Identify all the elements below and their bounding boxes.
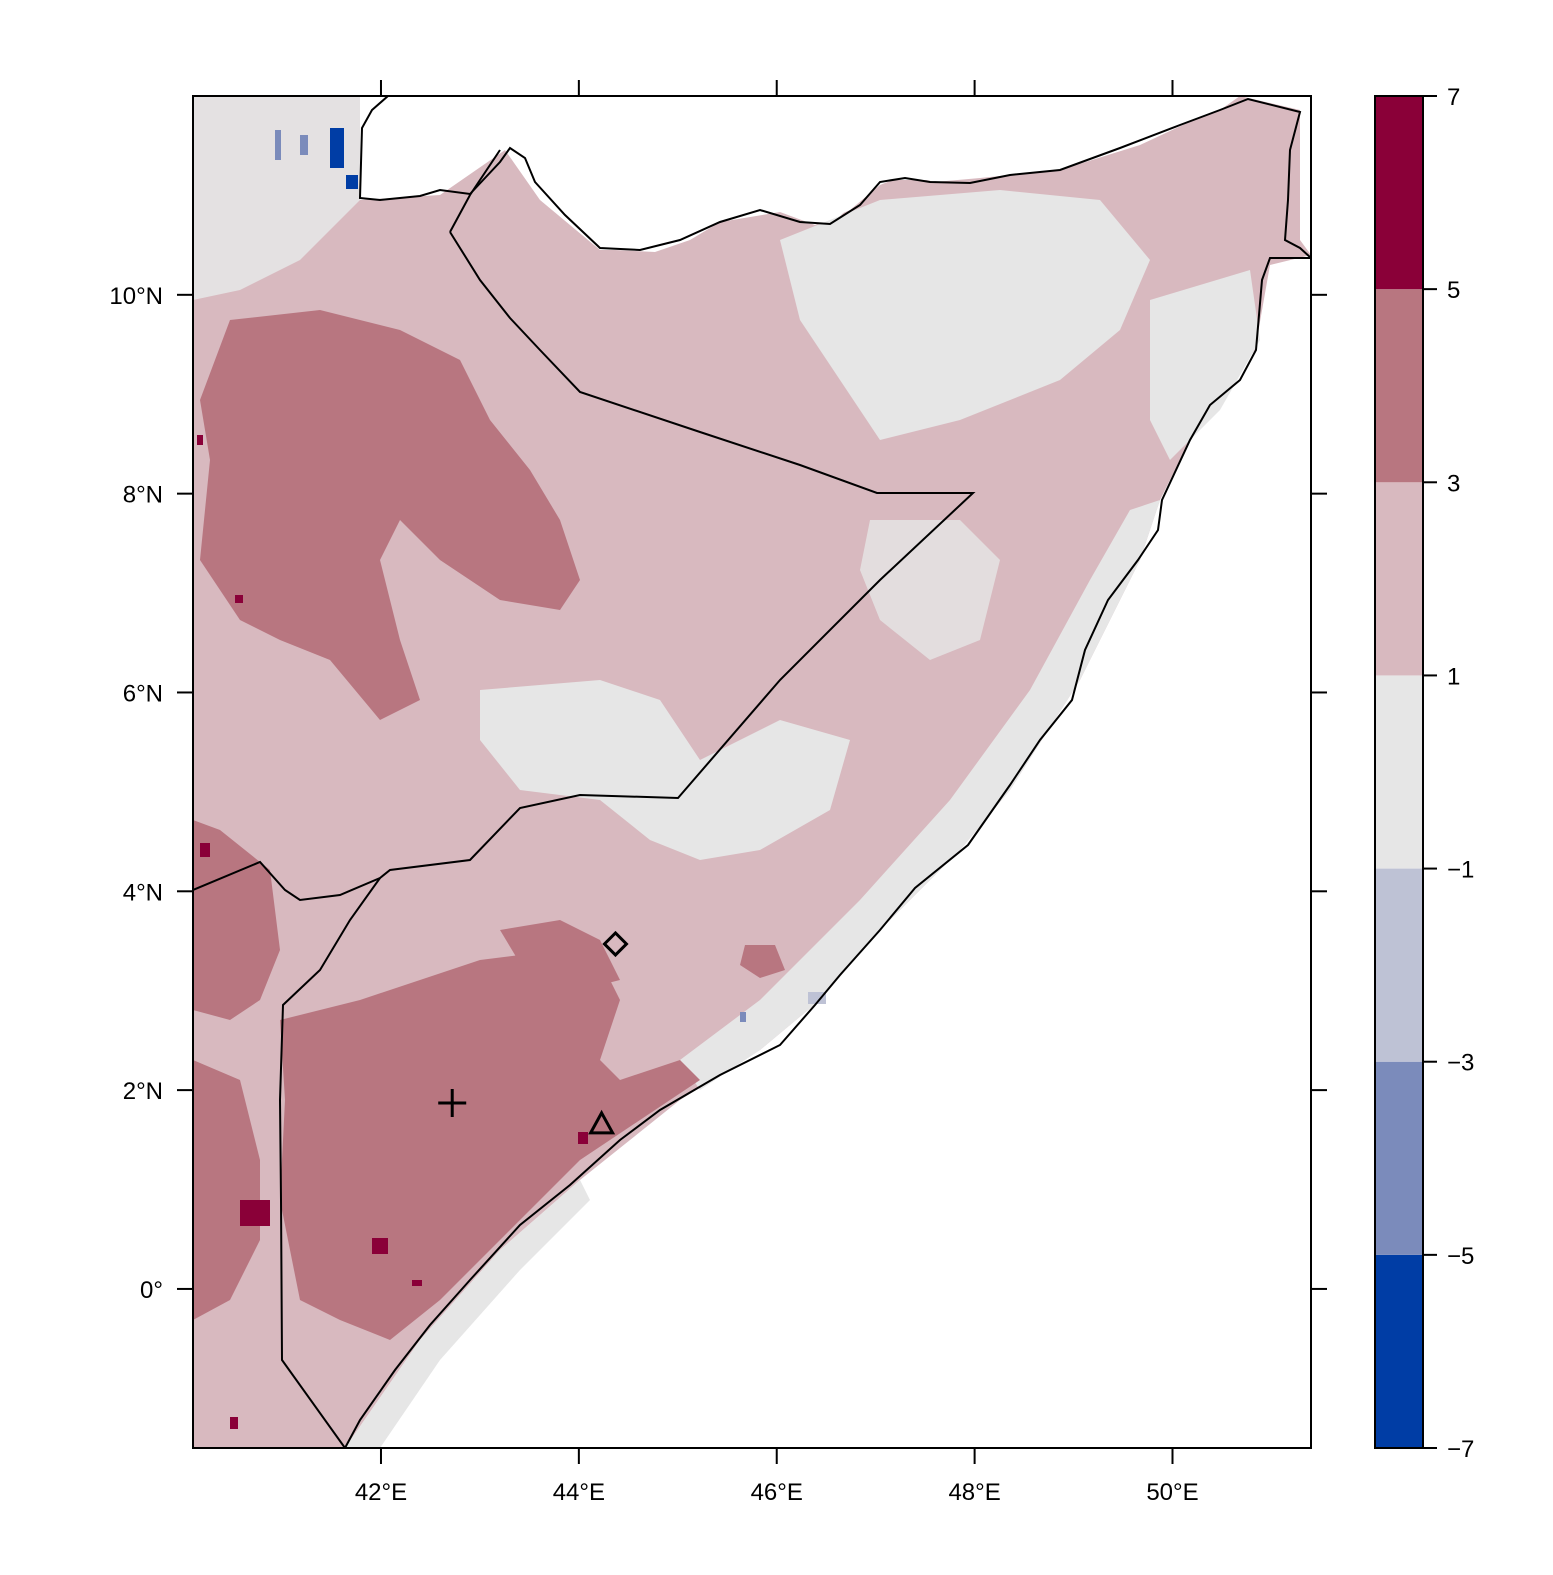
zone-high bbox=[193, 310, 785, 1340]
map-frame bbox=[192, 95, 1312, 1449]
colorbar-label: 1 bbox=[1447, 663, 1460, 690]
colorbar-segment bbox=[1375, 289, 1423, 483]
triangle-marker bbox=[588, 1109, 616, 1135]
colorbar-segment bbox=[1375, 96, 1423, 290]
colorbar-segment bbox=[1375, 1254, 1423, 1448]
colorbar-segment bbox=[1375, 1061, 1423, 1255]
plus-marker bbox=[438, 1089, 467, 1118]
point-markers bbox=[438, 930, 629, 1135]
y-tick-label: 2°N bbox=[123, 1078, 163, 1105]
gulf-of-aden bbox=[475, 96, 1235, 252]
colorbar-segment bbox=[1375, 675, 1423, 869]
x-tick-label: 44°E bbox=[553, 1479, 605, 1506]
diamond-marker bbox=[602, 930, 629, 958]
x-axis: 42°E 44°E 46°E 48°E 50°E bbox=[355, 80, 1199, 1506]
map-panel bbox=[193, 96, 1311, 1448]
country-borders bbox=[193, 96, 1311, 1448]
colorbar: −7 −5 −3 −1 1 3 5 7 bbox=[1374, 84, 1474, 1463]
colorbar-segment bbox=[1375, 868, 1423, 1062]
y-tick-label: 6°N bbox=[123, 680, 163, 707]
x-tick-label: 50°E bbox=[1146, 1479, 1198, 1506]
colorbar-label: −1 bbox=[1447, 857, 1474, 884]
zone-negative bbox=[275, 128, 826, 1022]
colorbar-frame bbox=[1374, 95, 1424, 1449]
y-axis: 10°N 8°N 6°N 4°N 2°N 0° bbox=[109, 283, 1327, 1304]
colorbar-label: 3 bbox=[1447, 470, 1460, 497]
y-tick-label: 10°N bbox=[109, 283, 163, 310]
zone-very-high bbox=[197, 435, 588, 1429]
x-tick-label: 42°E bbox=[355, 1479, 407, 1506]
y-tick-label: 4°N bbox=[123, 879, 163, 906]
colorbar-label: 7 bbox=[1447, 84, 1460, 111]
y-tick-label: 0° bbox=[140, 1277, 163, 1304]
zone-neutral bbox=[193, 96, 1260, 1448]
y-tick-label: 8°N bbox=[123, 482, 163, 509]
x-tick-label: 46°E bbox=[751, 1479, 803, 1506]
colorbar-label: 5 bbox=[1447, 277, 1460, 304]
colorbar-label: −3 bbox=[1447, 1050, 1474, 1077]
colorbar-label: −5 bbox=[1447, 1243, 1474, 1270]
colorbar-segment bbox=[1375, 482, 1423, 676]
x-tick-label: 48°E bbox=[948, 1479, 1000, 1506]
colorbar-label: −7 bbox=[1447, 1436, 1474, 1463]
